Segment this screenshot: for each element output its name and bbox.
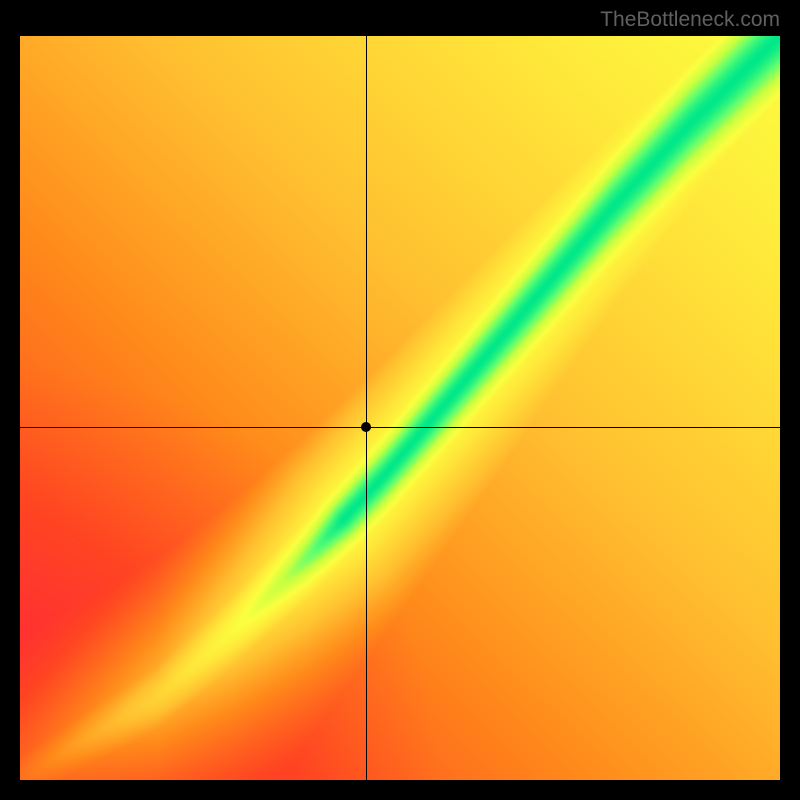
crosshair-horizontal xyxy=(20,427,780,428)
bottleneck-heatmap xyxy=(20,36,780,780)
watermark-text: TheBottleneck.com xyxy=(600,8,780,32)
crosshair-marker xyxy=(361,422,371,432)
crosshair-vertical xyxy=(366,36,367,780)
heatmap-canvas xyxy=(20,36,780,780)
